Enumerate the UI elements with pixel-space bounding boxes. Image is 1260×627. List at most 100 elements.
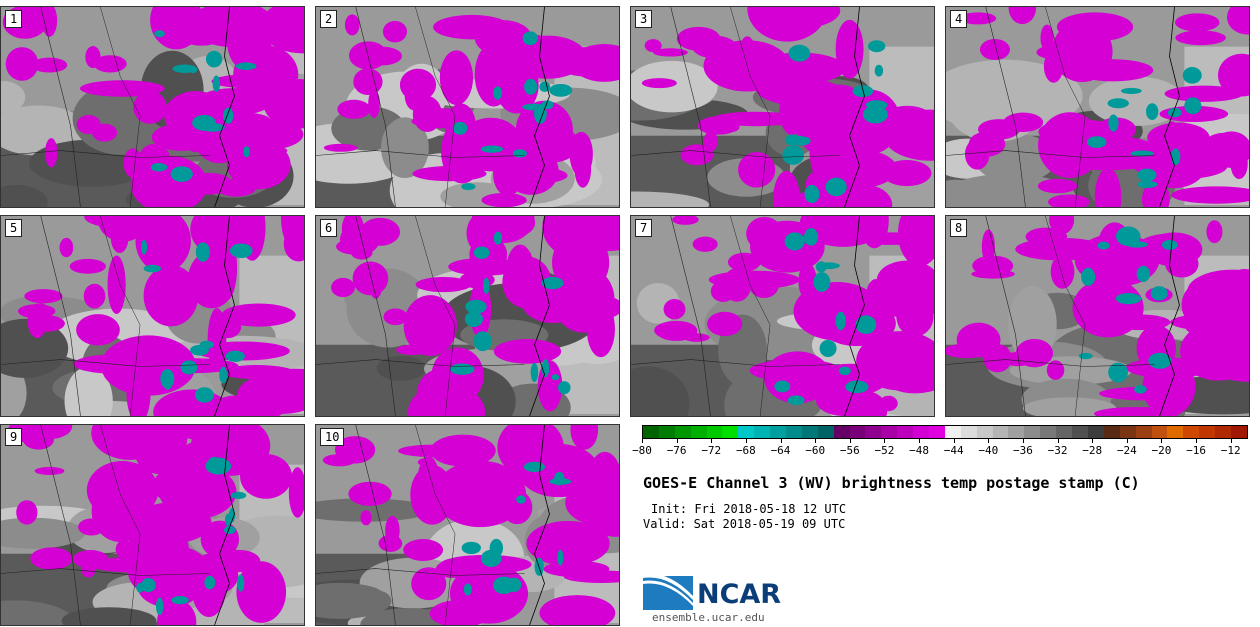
water-vapor-field <box>1 425 304 625</box>
colorbar-cell <box>1040 426 1057 438</box>
map-panel: 2 <box>315 6 620 208</box>
map-panel: 10 <box>315 424 620 626</box>
colorbar-cell <box>786 426 802 438</box>
colorbar-cell <box>722 426 739 438</box>
colorbar-cell <box>1199 426 1216 438</box>
colorbar-tick-mark <box>1230 439 1232 443</box>
figure-title: GOES-E Channel 3 (WV) brightness temp po… <box>643 474 1140 492</box>
colorbar-tick-label: −76 <box>666 444 687 457</box>
panel-number-label: 6 <box>320 219 338 237</box>
map-panel: 8 <box>945 215 1250 417</box>
colorbar-cell <box>643 426 659 438</box>
colorbar-tick-mark <box>1092 439 1094 443</box>
colorbar-cell <box>913 426 930 438</box>
colorbar-tick-mark <box>849 439 851 443</box>
colorbar-tick-label: −32 <box>1047 444 1068 457</box>
colorbar-cell <box>897 426 914 438</box>
colorbar-tick-label: −40 <box>978 444 999 457</box>
water-vapor-field <box>946 7 1249 207</box>
colorbar-tick-mark <box>1196 439 1198 443</box>
colorbar-cell <box>929 426 945 438</box>
colorbar-cell <box>690 426 707 438</box>
colorbar-tick-mark <box>1057 439 1059 443</box>
panel-number-label: 7 <box>635 219 653 237</box>
colorbar-tick-mark <box>745 439 747 443</box>
colorbar-cell <box>1135 426 1152 438</box>
colorbar-tick-label: −60 <box>805 444 826 457</box>
colorbar-tick-mark <box>919 439 921 443</box>
colorbar-cell <box>801 426 818 438</box>
colorbar-cell <box>1008 426 1025 438</box>
colorbar-cell <box>817 426 834 438</box>
colorbar-cell <box>944 426 961 438</box>
colorbar-cell <box>992 426 1009 438</box>
water-vapor-field <box>1 216 304 416</box>
map-panel: 1 <box>0 6 305 208</box>
colorbar-tick-label: −36 <box>1012 444 1033 457</box>
map-panel: 7 <box>630 215 935 417</box>
colorbar-tick-label: −68 <box>735 444 756 457</box>
water-vapor-field <box>316 7 619 207</box>
colorbar-cell <box>770 426 787 438</box>
colorbar <box>642 425 1248 439</box>
map-panel: 6 <box>315 215 620 417</box>
water-vapor-field <box>316 425 619 625</box>
panel-number-label: 4 <box>950 10 968 28</box>
colorbar-tick-mark <box>1161 439 1163 443</box>
water-vapor-field <box>316 216 619 416</box>
colorbar-cell <box>1072 426 1088 438</box>
water-vapor-field <box>631 7 934 207</box>
panel-number-label: 8 <box>950 219 968 237</box>
colorbar-cell <box>1167 426 1184 438</box>
colorbar-tick-mark <box>884 439 886 443</box>
colorbar-cell <box>865 426 882 438</box>
colorbar-cell <box>1119 426 1136 438</box>
colorbar-tick-label: −72 <box>701 444 722 457</box>
colorbar-cell <box>881 426 898 438</box>
colorbar-cell <box>960 426 977 438</box>
colorbar-cell <box>1087 426 1104 438</box>
colorbar-tick-label: −44 <box>943 444 964 457</box>
map-panel: 9 <box>0 424 305 626</box>
colorbar-cell <box>1230 426 1247 438</box>
colorbar-cell <box>833 426 850 438</box>
colorbar-tick-label: −80 <box>632 444 652 457</box>
colorbar-tick-label: −64 <box>770 444 791 457</box>
colorbar-cell <box>1056 426 1073 438</box>
colorbar-tick-label: −52 <box>874 444 895 457</box>
colorbar-tick-mark <box>1022 439 1024 443</box>
site-url: ensemble.ucar.edu <box>652 611 765 624</box>
colorbar-tick-mark <box>1126 439 1128 443</box>
colorbar-tick-label: −12 <box>1220 444 1241 457</box>
colorbar-cell <box>658 426 675 438</box>
colorbar-ticks: −80 −76 −72 −68 −64 −60 −56 −52 −48 −44 −40 −36 −32 −… <box>632 439 1248 458</box>
panel-number-label: 2 <box>320 10 338 28</box>
colorbar-cell <box>706 426 723 438</box>
colorbar-cell <box>1151 426 1168 438</box>
colorbar-cell <box>1024 426 1041 438</box>
colorbar-tick-label: −16 <box>1186 444 1206 457</box>
colorbar-cell <box>754 426 771 438</box>
colorbar-cell <box>1215 426 1231 438</box>
colorbar-cell <box>849 426 866 438</box>
colorbar-cell <box>1103 426 1120 438</box>
ncar-logo-icon <box>643 573 693 610</box>
water-vapor-field <box>946 216 1249 416</box>
colorbar-cell <box>738 426 755 438</box>
colorbar-cell <box>674 426 691 438</box>
colorbar-tick-mark <box>711 439 713 443</box>
water-vapor-field <box>1 7 304 207</box>
colorbar-tick-mark <box>642 439 643 443</box>
colorbar-tick-label: −48 <box>909 444 929 457</box>
colorbar-tick-label: −20 <box>1151 444 1172 457</box>
colorbar-cell <box>976 426 993 438</box>
panel-number-label: 9 <box>5 428 23 446</box>
valid-time: Valid: Sat 2018-05-19 09 UTC <box>643 517 846 531</box>
map-panel: 3 <box>630 6 935 208</box>
colorbar-tick-mark <box>780 439 782 443</box>
panel-number-label: 10 <box>320 428 345 446</box>
panel-number-label: 5 <box>5 219 23 237</box>
colorbar-tick-label: −28 <box>1082 444 1103 457</box>
map-panel: 4 <box>945 6 1250 208</box>
water-vapor-field <box>631 216 934 416</box>
